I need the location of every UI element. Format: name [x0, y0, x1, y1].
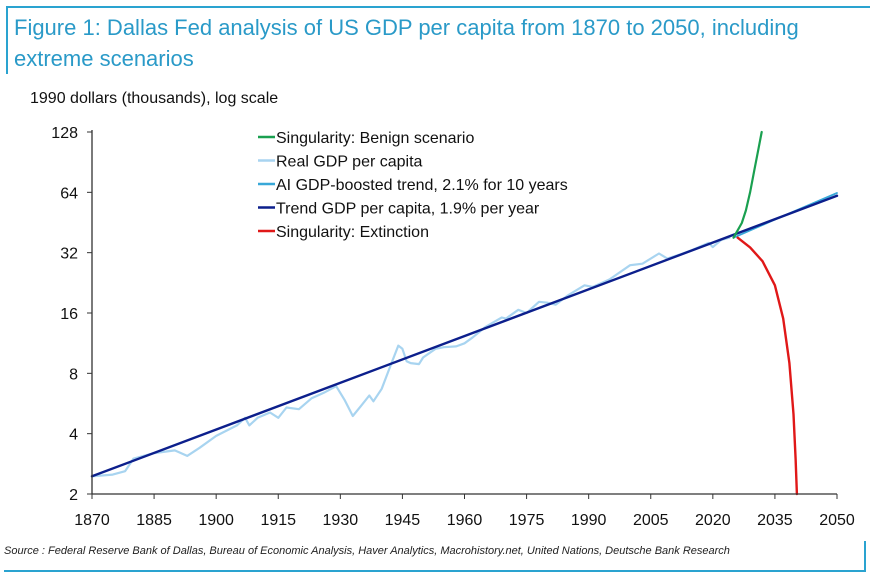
x-tick-label: 1930 [323, 512, 359, 529]
y-tick-label: 2 [69, 487, 78, 504]
series-layer [90, 130, 839, 496]
y-tick-label: 32 [60, 246, 78, 263]
x-tick-label: 2035 [757, 512, 793, 529]
series-singularity-benign-scenario [732, 130, 763, 239]
source-bottom-border [4, 570, 866, 572]
x-tick-label: 1990 [571, 512, 607, 529]
series-singularity-extinction [736, 236, 799, 496]
y-tick-label: 8 [69, 366, 78, 383]
x-tick-label: 1960 [447, 512, 483, 529]
source-note: Source : Federal Reserve Bank of Dallas,… [4, 545, 730, 557]
x-tick-label: 1975 [509, 512, 545, 529]
series-trend-gdp-per-capita-1-9-per-year [90, 194, 839, 478]
source-right-border [864, 541, 866, 572]
x-tick-label: 1885 [136, 512, 172, 529]
x-tick-label: 1945 [385, 512, 421, 529]
title-left-border [6, 6, 8, 74]
legend-label: AI GDP-boosted trend, 2.1% for 10 years [276, 177, 568, 194]
y-tick-label: 64 [60, 185, 78, 202]
x-tick-label: 1870 [74, 512, 110, 529]
y-axis-label: 1990 dollars (thousands), log scale [30, 90, 279, 107]
legend-label: Trend GDP per capita, 1.9% per year [276, 201, 540, 218]
axes-layer: 2 4 8 16 32 64 128 1870 1885 1900 1915 1930 1945 1960… [51, 125, 855, 529]
x-tick-label: 1915 [260, 512, 296, 529]
legend: Singularity: Benign scenario Real GDP per… [258, 130, 568, 241]
legend-label: Real GDP per capita [276, 154, 423, 171]
legend-label: Singularity: Benign scenario [276, 130, 474, 147]
x-tick-label: 2050 [819, 512, 855, 529]
y-tick-label: 4 [69, 427, 78, 444]
x-tick-label: 2020 [695, 512, 731, 529]
y-tick-label: 16 [60, 306, 78, 323]
title-top-border [6, 6, 870, 8]
x-tick-label: 1900 [198, 512, 234, 529]
y-tick-label: 128 [51, 125, 78, 142]
x-tick-label: 2005 [633, 512, 669, 529]
chart-title: Figure 1: Dallas Fed analysis of US GDP … [14, 15, 799, 71]
legend-label: Singularity: Extinction [276, 224, 429, 241]
